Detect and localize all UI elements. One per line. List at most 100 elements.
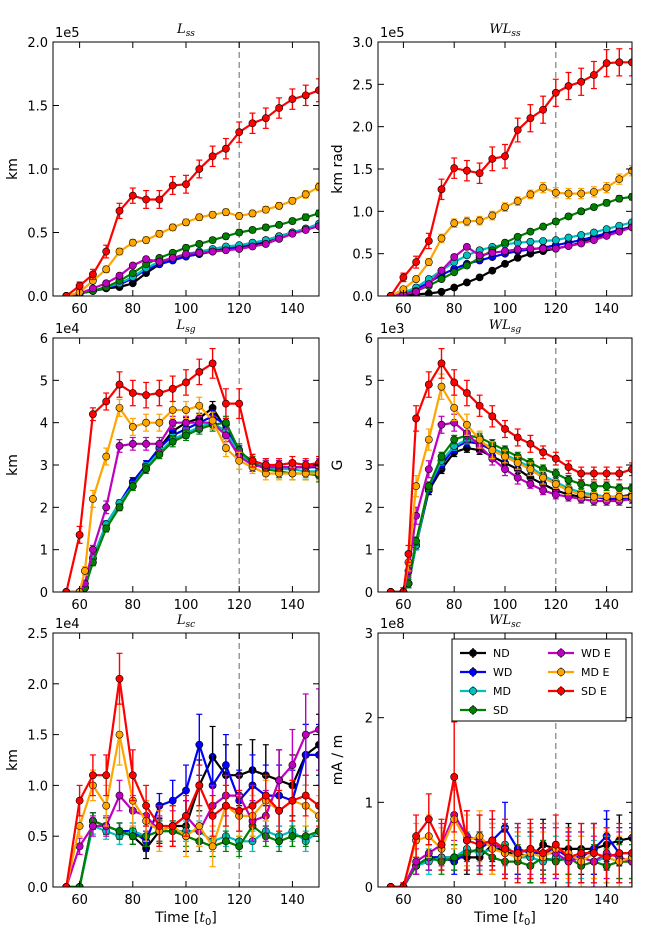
- panel-title-subscript: sc: [511, 620, 521, 630]
- y-tick-label: 0: [40, 586, 48, 601]
- data-point: [513, 433, 522, 442]
- x-tick-label: 80: [125, 893, 142, 908]
- data-point: [539, 473, 547, 482]
- data-point: [89, 771, 97, 780]
- data-point: [462, 217, 471, 226]
- data-point: [235, 212, 244, 220]
- y-tick-label: 6: [40, 332, 48, 347]
- legend-entry-SD-E: SD E: [548, 685, 607, 698]
- y-tick-label: 0.0: [352, 290, 373, 305]
- data-point: [288, 95, 297, 104]
- data-point: [195, 822, 204, 830]
- data-point: [526, 465, 535, 474]
- data-point: [195, 367, 204, 376]
- x-tick-label: 60: [395, 893, 412, 908]
- data-point: [75, 530, 84, 539]
- data-point: [564, 486, 573, 495]
- data-point: [288, 469, 297, 478]
- data-point: [551, 244, 560, 253]
- data-point: [115, 827, 124, 836]
- data-point: [577, 207, 586, 216]
- series-Lsg-SD-E: [62, 347, 319, 592]
- series-Lsc-SD-E: [62, 652, 319, 887]
- data-point: [248, 209, 257, 218]
- data-point: [235, 228, 244, 237]
- data-point: [437, 452, 446, 461]
- legend-entry-WD: WD: [460, 666, 512, 679]
- data-point: [128, 191, 137, 200]
- data-point: [182, 250, 190, 258]
- x-tick-label: 100: [493, 893, 518, 908]
- panel-title-subscript: ss: [186, 29, 196, 39]
- data-point: [168, 822, 177, 830]
- y-tick-label: 1.5: [27, 100, 48, 115]
- x-axis-label: Time [t0]: [473, 910, 536, 928]
- x-tick-label: 60: [395, 302, 412, 317]
- data-point: [501, 247, 509, 256]
- data-point: [155, 822, 164, 830]
- data-point: [248, 226, 257, 234]
- data-point: [564, 463, 573, 472]
- legend-marker: [469, 706, 477, 714]
- data-point: [142, 236, 150, 245]
- data-point: [513, 197, 522, 206]
- data-point: [602, 482, 611, 491]
- panel-title: WLsg: [489, 318, 522, 335]
- data-point: [450, 435, 459, 444]
- data-point: [168, 181, 177, 190]
- data-point: [115, 207, 124, 215]
- x-axis-label-text: Time [: [473, 910, 518, 926]
- data-point: [424, 280, 433, 289]
- data-point: [89, 494, 97, 503]
- x-tick-label: 120: [227, 598, 252, 613]
- data-point: [526, 237, 535, 246]
- x-tick-label: 140: [594, 893, 619, 908]
- data-point: [437, 359, 446, 368]
- data-point: [475, 401, 484, 410]
- y-tick-label: 1: [365, 796, 373, 811]
- data-point: [288, 229, 297, 238]
- data-point: [462, 242, 471, 251]
- y-tick-label: 0.5: [352, 248, 373, 263]
- data-point: [102, 279, 111, 288]
- axis-multiplier: 1e8: [380, 617, 405, 632]
- data-point: [526, 480, 535, 488]
- data-point: [195, 165, 204, 173]
- y-tick-label: 2.5: [27, 627, 48, 642]
- x-tick-label: 120: [227, 302, 252, 317]
- data-point: [412, 275, 420, 283]
- data-point: [615, 492, 624, 501]
- data-point: [488, 154, 497, 163]
- data-point: [142, 801, 150, 810]
- data-point: [590, 492, 598, 501]
- data-point: [450, 253, 459, 261]
- x-tick-label: 140: [594, 598, 619, 613]
- data-point: [288, 458, 297, 467]
- data-point: [539, 105, 547, 114]
- data-point: [275, 234, 283, 243]
- series-Lsg-WD: [62, 409, 319, 592]
- data-point: [142, 391, 150, 400]
- data-point: [155, 229, 164, 238]
- data-point: [615, 469, 624, 478]
- data-point: [424, 815, 433, 824]
- data-point: [590, 849, 598, 858]
- y-axis-label: km rad: [330, 144, 346, 193]
- data-point: [301, 832, 310, 841]
- data-point: [526, 190, 535, 199]
- data-point: [102, 771, 111, 780]
- x-tick-label: 80: [446, 302, 463, 317]
- data-point: [168, 253, 177, 262]
- y-tick-label: 4: [365, 417, 373, 432]
- data-point: [195, 740, 204, 749]
- data-point: [235, 806, 244, 815]
- data-point: [437, 266, 446, 275]
- data-point: [62, 588, 71, 592]
- data-point: [182, 431, 190, 440]
- data-point: [412, 832, 420, 841]
- series-Lsc-MD: [62, 817, 319, 887]
- data-point: [424, 289, 433, 296]
- data-point: [182, 418, 190, 427]
- data-point: [475, 840, 484, 849]
- x-axis-label-unit-sub: 0: [524, 917, 530, 928]
